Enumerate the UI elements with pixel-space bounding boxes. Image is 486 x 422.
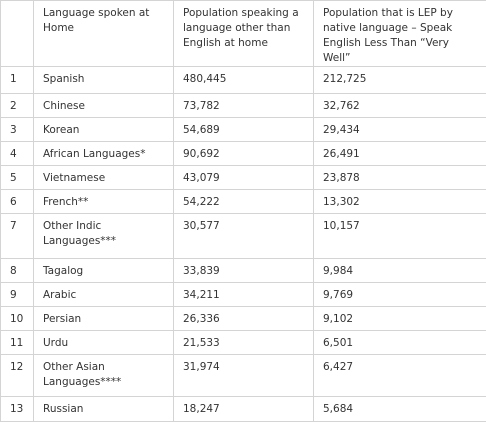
table-cell: Tagalog (34, 259, 174, 283)
table-cell: 23,878 (314, 166, 486, 190)
table-cell: Arabic (34, 283, 174, 307)
table-cell: 33,839 (174, 259, 314, 283)
table-cell: 9 (1, 283, 34, 307)
table-cell: 1 (1, 67, 34, 94)
table-cell: 4 (1, 142, 34, 166)
table-cell: 5 (1, 166, 34, 190)
table-cell: Other Asian Languages**** (34, 355, 174, 397)
table-cell: 13,302 (314, 190, 486, 214)
table-cell: 3 (1, 118, 34, 142)
table-cell: 21,533 (174, 331, 314, 355)
table-cell: Urdu (34, 331, 174, 355)
table-cell: 18,247 (174, 397, 314, 422)
table-cell: 29,434 (314, 118, 486, 142)
table-cell: 9,102 (314, 307, 486, 331)
table-cell: 34,211 (174, 283, 314, 307)
table-cell: 12 (1, 355, 34, 397)
table-cell: 6,427 (314, 355, 486, 397)
table-cell: 90,692 (174, 142, 314, 166)
table-cell: Korean (34, 118, 174, 142)
table-cell: Spanish (34, 67, 174, 94)
table-cell: 11 (1, 331, 34, 355)
table-cell: 9,769 (314, 283, 486, 307)
table-cell: 26,336 (174, 307, 314, 331)
table-cell: Russian (34, 397, 174, 422)
table-cell: 32,762 (314, 94, 486, 118)
table-cell: 2 (1, 94, 34, 118)
table-cell (1, 1, 34, 67)
table-cell: 5,684 (314, 397, 486, 422)
table-cell: Population that is LEP by native languag… (314, 1, 486, 67)
table-cell: 9,984 (314, 259, 486, 283)
table-cell: Chinese (34, 94, 174, 118)
table-cell: 212,725 (314, 67, 486, 94)
table-cell: African Languages* (34, 142, 174, 166)
table-cell: Other Indic Languages*** (34, 214, 174, 259)
table-cell: 54,222 (174, 190, 314, 214)
table-cell: French** (34, 190, 174, 214)
table-cell: 26,491 (314, 142, 486, 166)
table-cell: 54,689 (174, 118, 314, 142)
table-cell: 13 (1, 397, 34, 422)
table-cell: Persian (34, 307, 174, 331)
table-cell: Vietnamese (34, 166, 174, 190)
table-cell: 6 (1, 190, 34, 214)
table-cell: 10 (1, 307, 34, 331)
table-cell: 10,157 (314, 214, 486, 259)
table-cell: 6,501 (314, 331, 486, 355)
table-cell: Language spoken at Home (34, 1, 174, 67)
table-cell: 7 (1, 214, 34, 259)
table-cell: 480,445 (174, 67, 314, 94)
table-cell: 30,577 (174, 214, 314, 259)
table-cell: 73,782 (174, 94, 314, 118)
table-cell: 43,079 (174, 166, 314, 190)
table-cell: 8 (1, 259, 34, 283)
table-cell: 31,974 (174, 355, 314, 397)
table-cell: Population speaking a language other tha… (174, 1, 314, 67)
